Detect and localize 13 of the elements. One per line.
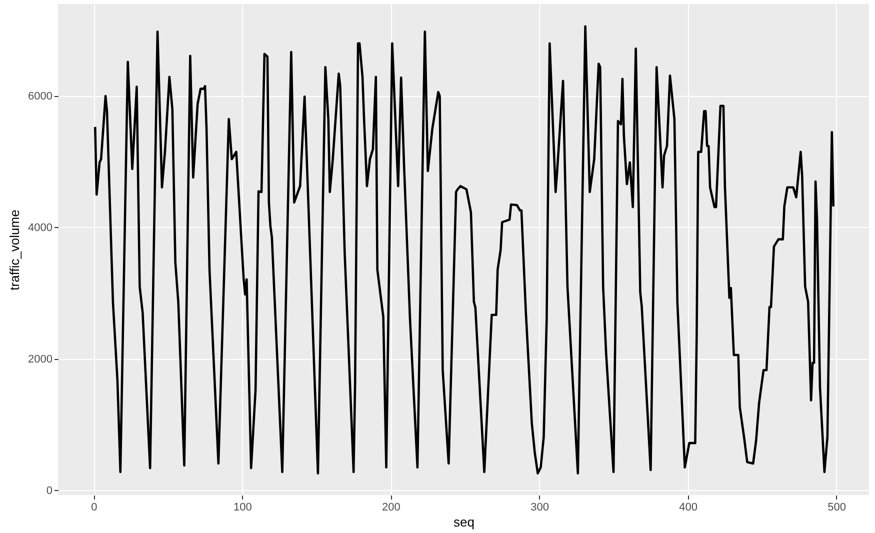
y-tick-label: 6000 bbox=[28, 90, 52, 103]
y-axis-title: traffic_volume bbox=[7, 210, 22, 290]
x-tick-label: 100 bbox=[234, 502, 252, 514]
x-tick-label: 500 bbox=[828, 502, 846, 514]
x-axis-title: seq bbox=[454, 514, 474, 530]
x-tick-label: 300 bbox=[530, 502, 549, 514]
x-tick-label: 400 bbox=[679, 502, 698, 514]
x-tick-label: 200 bbox=[382, 502, 400, 514]
y-tick-label: 0 bbox=[46, 484, 52, 497]
y-tick-label: 2000 bbox=[28, 353, 52, 366]
y-tick-label: 4000 bbox=[28, 222, 52, 234]
x-tick-label: 0 bbox=[91, 502, 98, 514]
line-series bbox=[94, 25, 834, 474]
